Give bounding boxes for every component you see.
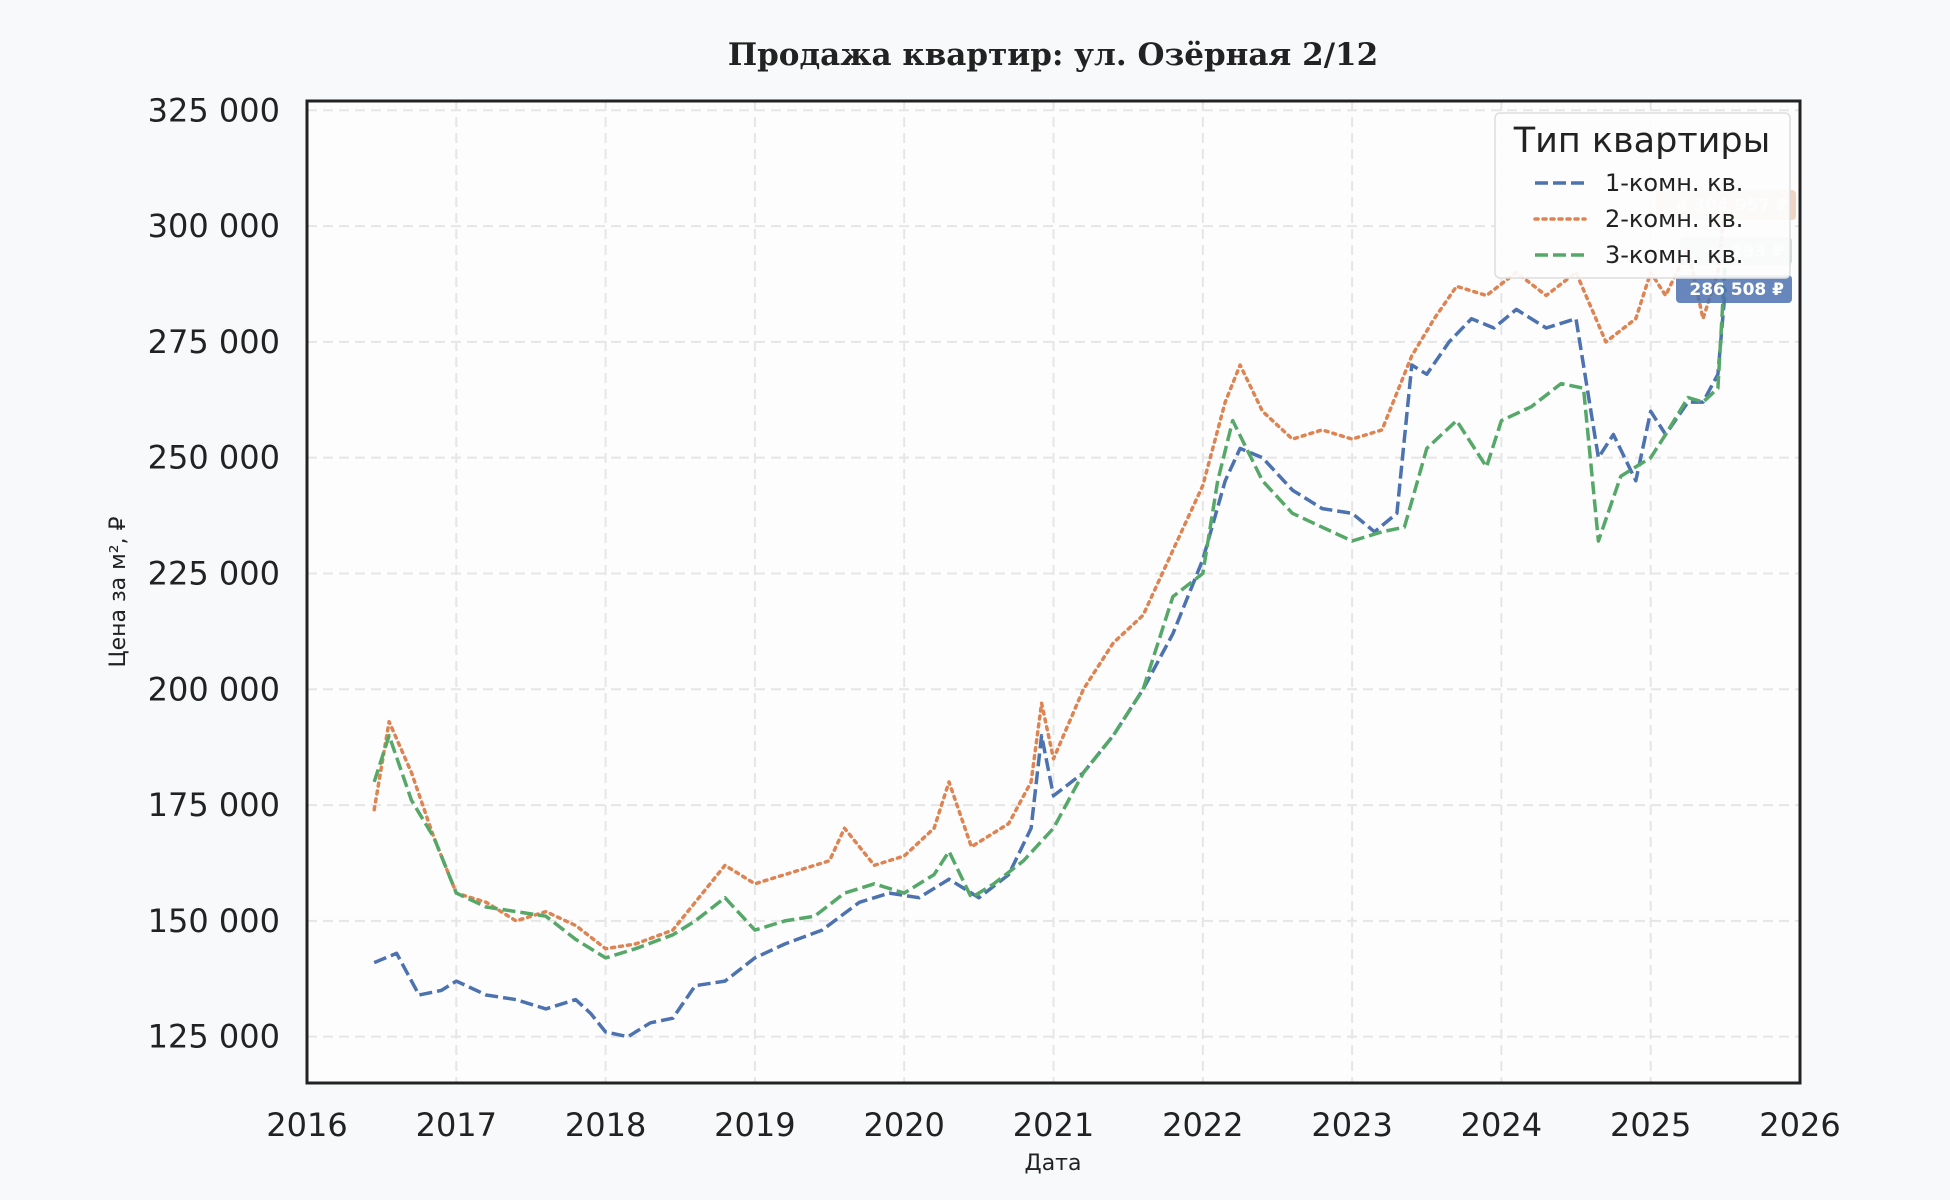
y-tick-label: 225 000 [148,554,280,592]
series-line-3 [372,258,1728,960]
x-tick-label: 2023 [1311,1106,1392,1144]
x-tick-label: 2020 [863,1106,944,1144]
legend-label-1: 1-комн. кв. [1605,169,1743,197]
y-tick-label: 275 000 [148,323,280,361]
y-tick-label: 125 000 [148,1018,280,1056]
y-tick-label: 200 000 [148,670,280,708]
end-label-text-1: 286 508 ₽ [1689,280,1784,300]
x-tick-label: 2024 [1461,1106,1542,1144]
end-label-badge-1 [1676,275,1792,303]
x-tick-label: 2019 [714,1106,795,1144]
x-tick-label: 2018 [565,1106,646,1144]
legend-title: Тип квартиры [1513,121,1771,161]
legend: Тип квартиры 1-комн. кв. 2-комн. кв. 3-ком… [1494,112,1791,279]
legend-label-2: 2-комн. кв. [1605,205,1743,233]
y-tick-label: 325 000 [148,91,280,129]
legend-label-3: 3-комн. кв. [1605,241,1743,269]
x-axis-label: Дата [1025,1151,1082,1176]
y-tick-label: 150 000 [148,902,280,940]
x-tick-label: 2021 [1013,1106,1094,1144]
x-tick-label: 2025 [1610,1106,1691,1144]
y-tick-label: 300 000 [148,207,280,245]
x-tick-label: 2017 [416,1106,497,1144]
plot-frame [305,99,1802,1085]
series-line-2 [372,201,1728,951]
y-axis-label: Цена за м², ₽ [106,516,131,667]
x-tick-label: 2016 [266,1106,347,1144]
x-axis-ticks: 2016 2017 2018 2019 2020 2021 2022 2023 2024 2025… [266,1106,1840,1144]
series-lines [372,201,1728,1039]
x-tick-label: 2026 [1759,1106,1840,1144]
y-tick-label: 175 000 [148,786,280,824]
y-axis-ticks: 125 000 150 000 175 000 200 000 225 000 250 0… [148,91,280,1055]
legend-items: 1-комн. кв. 2-комн. кв. 3-комн. кв. [1533,169,1743,269]
legend-box [1494,112,1791,279]
x-tick-label: 2022 [1162,1106,1243,1144]
chart-title: Продажа квартир: ул. Озёрная 2/12 [728,37,1378,73]
y-tick-label: 250 000 [148,439,280,477]
